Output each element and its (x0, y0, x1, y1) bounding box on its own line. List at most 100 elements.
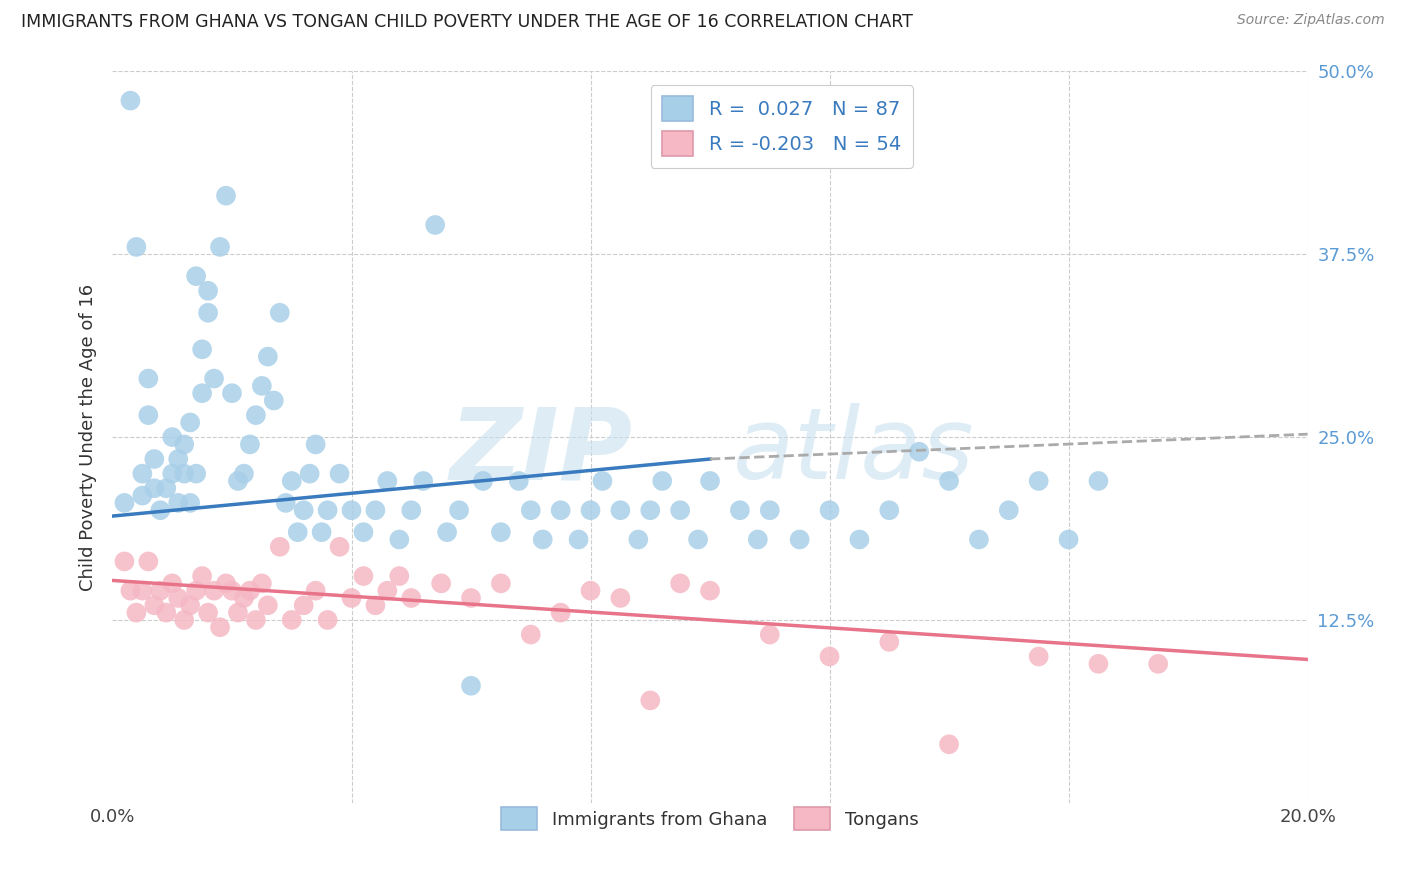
Point (292, 503, 315, 517)
Point (669, 503, 692, 517)
Point (138, 408, 160, 422)
Point (257, 350, 280, 364)
Point (998, 503, 1021, 517)
Point (239, 437, 262, 451)
Point (879, 503, 901, 517)
Point (250, 576, 273, 591)
Point (215, 576, 238, 591)
Point (215, 188, 238, 202)
Point (269, 540, 291, 554)
Point (209, 620, 232, 634)
Point (186, 583, 208, 598)
Point (425, 218, 447, 232)
Point (508, 474, 530, 488)
Point (967, 533, 990, 547)
Point (311, 525, 333, 540)
Point (186, 269, 208, 284)
Point (388, 533, 411, 547)
Point (353, 525, 375, 540)
Point (520, 627, 543, 641)
Point (1028, 649, 1050, 664)
Point (120, 94, 142, 108)
Point (191, 569, 214, 583)
Point (879, 635, 901, 649)
Point (1087, 474, 1109, 488)
Point (747, 533, 769, 547)
Point (245, 408, 267, 422)
Point (233, 591, 256, 605)
Point (340, 503, 363, 517)
Point (728, 503, 751, 517)
Text: atlas: atlas (733, 403, 974, 500)
Point (162, 430, 183, 444)
Point (550, 606, 572, 620)
Point (669, 576, 692, 591)
Point (226, 474, 249, 488)
Point (202, 583, 225, 598)
Point (162, 467, 183, 481)
Point (651, 474, 673, 488)
Point (848, 533, 870, 547)
Point (472, 474, 495, 488)
Point (179, 416, 201, 430)
Point (298, 467, 321, 481)
Point (353, 569, 375, 583)
Point (269, 306, 291, 320)
Point (114, 496, 135, 510)
Point (640, 693, 662, 707)
Point (818, 649, 841, 664)
Point (449, 503, 471, 517)
Point (281, 474, 304, 488)
Point (125, 240, 148, 254)
Point (759, 627, 782, 641)
Point (233, 467, 256, 481)
Point (579, 583, 602, 598)
Point (114, 554, 135, 568)
Point (436, 525, 458, 540)
Point (143, 599, 166, 613)
Point (305, 583, 328, 598)
Point (789, 533, 811, 547)
Point (401, 503, 423, 517)
Text: IMMIGRANTS FROM GHANA VS TONGAN CHILD POVERTY UNDER THE AGE OF 16 CORRELATION CH: IMMIGRANTS FROM GHANA VS TONGAN CHILD PO… (21, 13, 912, 31)
Point (138, 554, 160, 568)
Point (316, 613, 339, 627)
Point (245, 613, 267, 627)
Point (627, 533, 650, 547)
Point (221, 583, 243, 598)
Point (131, 467, 153, 481)
Point (202, 371, 225, 385)
Point (938, 737, 960, 751)
Point (173, 613, 195, 627)
Point (173, 437, 195, 451)
Point (131, 583, 153, 598)
Point (221, 386, 243, 401)
Point (162, 576, 183, 591)
Point (257, 599, 280, 613)
Point (550, 503, 572, 517)
Point (579, 503, 602, 517)
Point (688, 533, 710, 547)
Point (412, 474, 434, 488)
Point (568, 533, 591, 547)
Point (186, 467, 208, 481)
Point (281, 613, 304, 627)
Point (179, 496, 201, 510)
Point (340, 591, 363, 605)
Point (377, 474, 399, 488)
Point (1028, 474, 1050, 488)
Point (191, 343, 214, 357)
Point (292, 599, 315, 613)
Point (531, 533, 554, 547)
Point (167, 496, 190, 510)
Point (1057, 533, 1080, 547)
Point (197, 284, 219, 298)
Point (143, 452, 166, 467)
Point (305, 437, 328, 451)
Point (125, 606, 148, 620)
Point (401, 591, 423, 605)
Point (149, 503, 172, 517)
Point (191, 386, 214, 401)
Point (908, 444, 931, 458)
Text: Source: ZipAtlas.com: Source: ZipAtlas.com (1237, 13, 1385, 28)
